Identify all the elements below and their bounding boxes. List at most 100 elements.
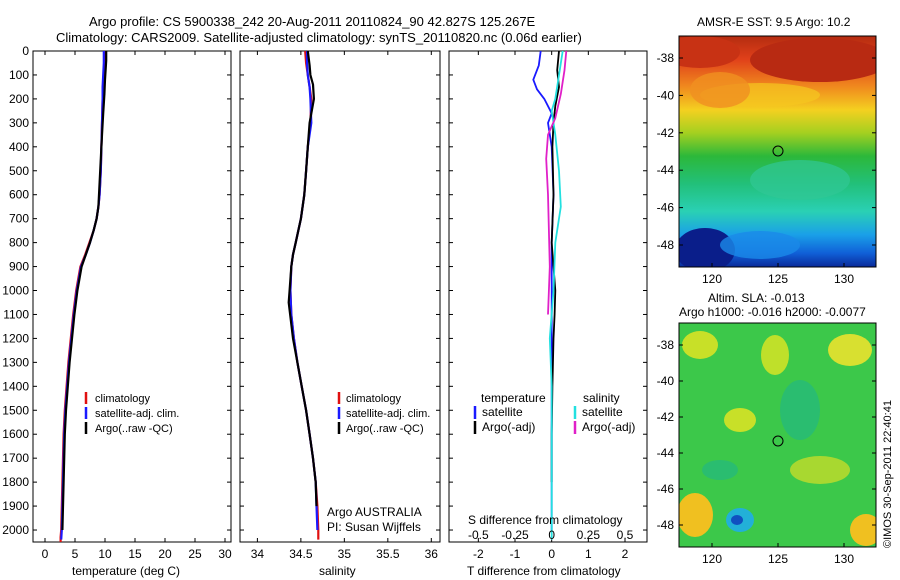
- lat-tick-label: -48: [657, 238, 675, 252]
- series-line-argo-raw-qc-: [287, 50, 318, 507]
- series-line-argo-raw-qc-: [61, 51, 108, 531]
- legend-title-salinity: salinity: [583, 391, 620, 405]
- imos-timestamp: ©IMOS 30-Sep-2011 22:40:41: [882, 400, 894, 548]
- x-tick-label: 35.5: [376, 547, 400, 561]
- header-title-line2: Climatology: CARS2009. Satellite-adjuste…: [56, 30, 582, 45]
- lat-tick-label: -42: [657, 410, 675, 424]
- temperature-x-label: temperature (deg C): [72, 564, 180, 578]
- sst-lat-ticks: -38 -40 -42 -44 -46 -48: [657, 51, 876, 252]
- difference-legend: temperature satellite Argo(-adj) salinit…: [473, 391, 635, 434]
- argo-position-marker: [772, 435, 784, 447]
- lat-tick-label: -38: [657, 338, 675, 352]
- depth-axis-ticks: 0 100 200 300 400 500 600 700 800 900 1000 1100 1200…: [2, 44, 231, 537]
- x-tick-label: -2: [473, 547, 484, 561]
- sst-map-title: AMSR-E SST: 9.5 Argo: 10.2: [697, 15, 851, 29]
- depth-tick-label: 1100: [3, 307, 29, 321]
- temperature-axes-frame: [32, 50, 232, 543]
- x-tick-label: 2: [622, 547, 629, 561]
- depth-tick-label: 2000: [2, 523, 29, 537]
- sla-very-high: [850, 514, 876, 546]
- sla-map-panel: Altim. SLA: -0.013 Argo h1000: -0.016 h2…: [657, 291, 877, 566]
- sla-argo-heights: Argo h1000: -0.016 h2000: -0.0077: [679, 305, 866, 319]
- sla-high: [828, 334, 872, 366]
- lat-tick-label: -42: [657, 126, 675, 140]
- legend-label-t-argo: Argo(-adj): [482, 420, 535, 434]
- sla-high: [682, 331, 718, 359]
- salinity-x-ticks: 34 34.5 35 35.5 36: [251, 51, 439, 561]
- x-tick-label: 10: [98, 547, 112, 561]
- depth-tick-label: 500: [9, 164, 29, 178]
- sst-lon-ticks: 120 125 130: [702, 263, 854, 286]
- lon-tick-label: 125: [768, 272, 788, 286]
- sst-warm-patch: [679, 36, 740, 68]
- depth-tick-label: 1200: [2, 331, 29, 345]
- lon-tick-label: 120: [702, 552, 722, 566]
- sla-high: [724, 408, 756, 432]
- s-tick-label: 0.5: [617, 528, 634, 542]
- series-line-temperature-satellite: [532, 50, 555, 530]
- depth-tick-label: 300: [9, 116, 29, 130]
- depth-tick-label: 1500: [2, 403, 29, 417]
- difference-y-ticks: [449, 50, 647, 531]
- x-tick-label: 36: [425, 547, 439, 561]
- sla-high: [790, 456, 850, 484]
- difference-x-ticks: -2 -1 0 1 2: [473, 51, 629, 561]
- lat-tick-label: -44: [657, 163, 675, 177]
- x-tick-label: 20: [158, 547, 172, 561]
- pi-name-label: PI: Susan Wijffels: [327, 520, 421, 534]
- sst-map-panel: AMSR-E SST: 9.5 Argo: 10.2 -38-40-42-44-…: [657, 15, 877, 286]
- salinity-x-label: salinity: [319, 564, 356, 578]
- sst-front: [690, 72, 750, 108]
- lat-tick-label: -46: [657, 482, 675, 496]
- legend-label-s-argo: Argo(-adj): [582, 420, 635, 434]
- series-line-salinity-satellite: [548, 50, 564, 540]
- temperature-panel: 0100200300400500600700800900100011001200…: [2, 44, 232, 578]
- salinity-legend: climatology satellite-adj. clim. Argo(..…: [337, 392, 430, 435]
- sla-map-title: Altim. SLA: -0.013: [708, 291, 805, 305]
- sla-lat-ticks: -38 -40 -42 -44 -46 -48: [657, 338, 876, 532]
- depth-tick-label: 900: [9, 260, 29, 274]
- lon-tick-label: 120: [702, 272, 722, 286]
- depth-tick-label: 200: [9, 92, 29, 106]
- series-line-satellite-adj-clim-: [60, 51, 105, 540]
- legend-label-climatology: climatology: [346, 393, 402, 405]
- lat-tick-label: -48: [657, 518, 675, 532]
- lat-tick-label: -44: [657, 446, 675, 460]
- x-tick-label: 0: [42, 547, 49, 561]
- depth-tick-label: 1300: [2, 355, 29, 369]
- x-tick-label: 15: [128, 547, 142, 561]
- sla-very-low: [731, 515, 743, 525]
- series-line-temperature-argo-adj-: [550, 50, 560, 483]
- salinity-panel: 34 34.5 35 35.5 36 salinity climatology sate…: [239, 50, 441, 578]
- depth-tick-label: 600: [9, 188, 29, 202]
- depth-tick-label: 1900: [2, 499, 29, 513]
- lon-tick-label: 125: [768, 552, 788, 566]
- x-tick-label: 0: [548, 547, 555, 561]
- legend-label-satellite-adj: satellite-adj. clim.: [346, 408, 430, 420]
- temperature-x-ticks: 0 5 10 15 20 25 30: [42, 51, 232, 561]
- sla-low: [702, 460, 738, 480]
- argo-position-marker: [772, 145, 784, 157]
- legend-label-satellite-adj: satellite-adj. clim.: [95, 408, 179, 420]
- salinity-series: [287, 50, 320, 540]
- t-difference-label: T difference from climatology: [467, 564, 621, 578]
- s-tick-label: 0.25: [577, 528, 601, 542]
- x-tick-label: 25: [188, 547, 202, 561]
- x-tick-label: 1: [585, 547, 592, 561]
- x-tick-label: 30: [218, 547, 232, 561]
- depth-tick-label: 800: [9, 236, 29, 250]
- difference-panel: -2 -1 0 1 2 T difference from climatology S …: [448, 50, 648, 578]
- depth-tick-label: 1700: [2, 451, 29, 465]
- x-tick-label: 34: [251, 547, 265, 561]
- s-tick-label: -0.5: [468, 528, 489, 542]
- depth-tick-label: 1400: [2, 379, 29, 393]
- sst-cold-patch: [720, 231, 800, 259]
- legend-label-t-satellite: satellite: [482, 405, 523, 419]
- lat-tick-label: -40: [657, 374, 675, 388]
- sst-cold-patch: [679, 228, 735, 267]
- lat-tick-label: -40: [657, 88, 675, 102]
- x-tick-label: 5: [72, 547, 79, 561]
- sla-field: [679, 323, 876, 547]
- sst-field: [679, 36, 876, 267]
